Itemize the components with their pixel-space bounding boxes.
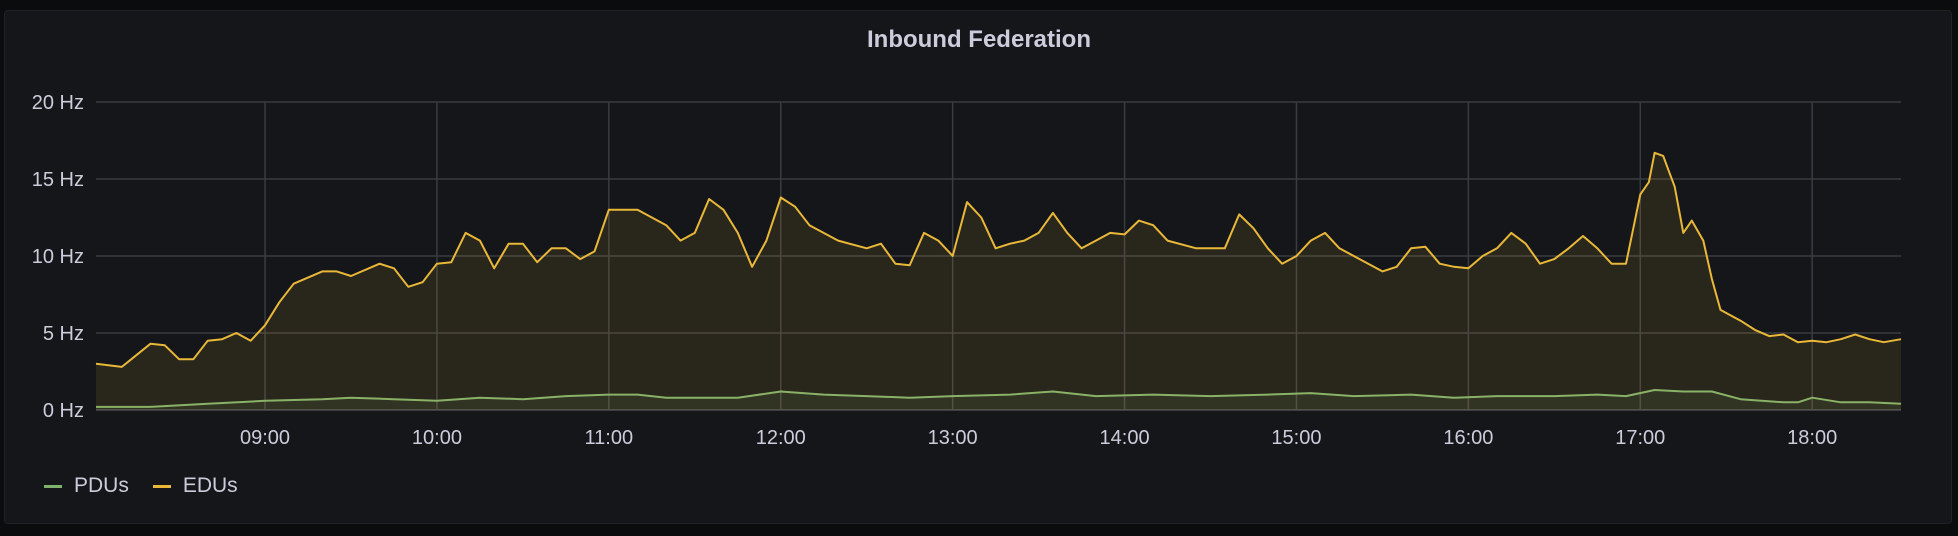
x-tick-label: 12:00	[756, 427, 806, 449]
y-tick-label: 10 Hz	[32, 246, 84, 268]
y-tick-label: 20 Hz	[32, 92, 84, 114]
legend-item-pdus[interactable]: PDUs	[44, 474, 129, 498]
legend-item-edus[interactable]: EDUs	[152, 474, 238, 498]
y-tick-label: 0 Hz	[43, 400, 84, 422]
legend-swatch	[44, 484, 62, 488]
x-tick-label: 18:00	[1787, 427, 1837, 449]
x-tick-label: 11:00	[585, 427, 634, 449]
series-area-edus	[96, 152, 1901, 411]
x-tick-label: 16:00	[1443, 427, 1493, 449]
legend-label: PDUs	[74, 474, 129, 497]
legend-swatch	[152, 484, 171, 488]
x-tick-label: 13:00	[928, 427, 978, 449]
y-tick-label: 5 Hz	[43, 323, 84, 345]
chart-panel	[4, 10, 1952, 524]
x-tick-label: 15:00	[1271, 427, 1321, 449]
series-area-pdus	[96, 390, 1901, 410]
x-tick-label: 17:00	[1615, 427, 1665, 449]
series-line-edus	[95, 151, 1902, 368]
x-tick-label: 10:00	[412, 427, 462, 449]
legend: PDUs EDUs	[44, 474, 238, 498]
x-tick-label: 14:00	[1100, 427, 1150, 449]
chart-title: Inbound Federation	[867, 26, 1091, 53]
legend-label: EDUs	[182, 474, 238, 497]
x-tick-label: 09:00	[240, 427, 290, 449]
series-line-pdus	[96, 389, 1902, 408]
y-tick-label: 15 Hz	[32, 169, 84, 191]
